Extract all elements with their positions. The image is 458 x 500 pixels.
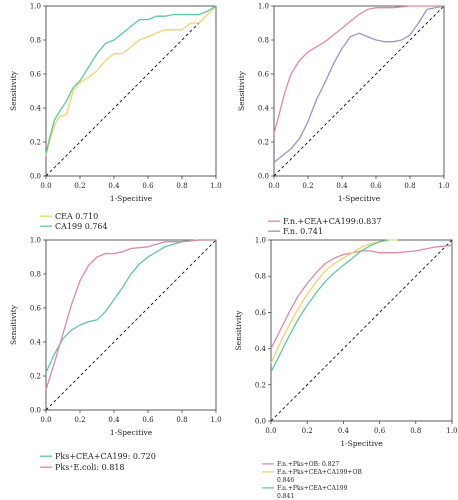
y-tick-label: 0.4 bbox=[255, 345, 267, 353]
roc-curve-2 bbox=[273, 5, 445, 163]
y-axis-label: Sensitivity bbox=[9, 70, 18, 111]
roc-panel-1: 0.00.0 0.2 0.2 0.4 0.4 0.6 0.6 0.8 0.8 1.0 1.0 1-Sp… bbox=[9, 3, 222, 232]
x-tick-label: 0.6 bbox=[142, 182, 154, 190]
x-tick-label: 1.0 bbox=[210, 182, 221, 190]
y-tick-label: 0.6 bbox=[258, 71, 270, 79]
y-tick-label: 0.0 bbox=[258, 173, 269, 181]
y-tick-label: 0.4 bbox=[30, 105, 42, 113]
y-tick-label: 0.8 bbox=[255, 273, 266, 281]
plot-frame bbox=[273, 5, 445, 177]
x-tick-label: 1.0 bbox=[438, 182, 449, 190]
y-tick-label: 0.8 bbox=[30, 37, 41, 45]
reference-diagonal bbox=[273, 5, 445, 177]
y-tick-label: 0.8 bbox=[30, 271, 41, 279]
plot-frame bbox=[270, 239, 453, 422]
roc-panel-4: 0.00.0 0.2 0.2 0.4 0.4 0.6 0.6 0.8 0.8 1.0 1.0 1-Sp… bbox=[234, 237, 458, 500]
legend-label: 0.841 bbox=[277, 493, 294, 500]
y-tick-label: 0.6 bbox=[30, 71, 42, 79]
y-tick-label: 0.2 bbox=[258, 139, 269, 147]
y-tick-label: 1.0 bbox=[30, 3, 41, 11]
x-axis-label: 1-Specitive bbox=[340, 439, 383, 448]
roc-curve-2 bbox=[45, 5, 217, 155]
x-tick-label: 0.4 bbox=[336, 182, 348, 190]
y-axis-label: Sensitivity bbox=[9, 304, 18, 345]
y-axis-label: Sensitivity bbox=[237, 70, 246, 111]
plot-frame bbox=[45, 239, 217, 411]
reference-diagonal bbox=[270, 239, 453, 422]
legend-label: CEA 0.710 bbox=[55, 212, 98, 221]
reference-diagonal bbox=[45, 239, 217, 411]
y-tick-label: 0.6 bbox=[30, 305, 42, 313]
y-tick-label: 0.2 bbox=[255, 381, 266, 389]
reference-diagonal bbox=[45, 5, 217, 177]
roc-curve-1 bbox=[270, 244, 453, 349]
roc-panel-2: 0.00.0 0.2 0.2 0.4 0.4 0.6 0.6 0.8 0.8 1.0 1.0 1-Sp… bbox=[237, 3, 450, 237]
x-tick-label: 0.2 bbox=[74, 182, 85, 190]
x-tick-label: 0.2 bbox=[302, 182, 313, 190]
x-tick-label: 0.2 bbox=[302, 427, 313, 435]
y-tick-label: 0.6 bbox=[255, 309, 267, 317]
roc-curve-1 bbox=[45, 5, 217, 156]
legend-label: Pks+CEA+CA199: 0.720 bbox=[55, 452, 156, 461]
y-tick-label: 0.0 bbox=[30, 407, 41, 415]
x-tick-label: 0.4 bbox=[108, 182, 120, 190]
legend-label: Pks⁺E.coli: 0.818 bbox=[55, 463, 125, 472]
x-tick-label: 0.0 bbox=[40, 416, 51, 424]
roc-curve-3 bbox=[270, 239, 389, 373]
legend-label: 0.846 bbox=[277, 477, 294, 484]
y-tick-label: 0.4 bbox=[30, 339, 42, 347]
legend-label: F.n.+Pks+OB: 0.827 bbox=[277, 461, 339, 468]
y-tick-label: 0.4 bbox=[258, 105, 270, 113]
x-tick-label: 0.6 bbox=[370, 182, 382, 190]
x-tick-label: 0.2 bbox=[74, 416, 85, 424]
y-tick-label: 0.2 bbox=[30, 373, 41, 381]
x-tick-label: 0.8 bbox=[404, 182, 415, 190]
y-axis-label: Sensitivity bbox=[234, 310, 243, 351]
legend-label: F.n.+Pks+CEA+CA199+OB bbox=[277, 469, 362, 476]
x-tick-label: 0.4 bbox=[108, 416, 120, 424]
x-axis-label: 1-Specitive bbox=[338, 194, 381, 203]
y-tick-label: 0.0 bbox=[255, 418, 266, 426]
x-tick-label: 0.0 bbox=[268, 182, 279, 190]
x-tick-label: 0.6 bbox=[142, 416, 154, 424]
y-tick-label: 1.0 bbox=[30, 237, 41, 245]
x-axis-label: 1-Specitive bbox=[110, 428, 153, 437]
legend-label: F.n. 0.741 bbox=[283, 227, 323, 236]
roc-curve-1 bbox=[273, 5, 444, 134]
x-tick-label: 0.6 bbox=[374, 427, 386, 435]
plot-frame bbox=[45, 5, 217, 177]
x-tick-label: 1.0 bbox=[210, 416, 221, 424]
y-tick-label: 1.0 bbox=[255, 237, 266, 245]
x-axis-label: 1-Specitive bbox=[110, 194, 153, 203]
x-tick-label: 0.8 bbox=[176, 182, 187, 190]
x-tick-label: 0.0 bbox=[40, 182, 51, 190]
x-tick-label: 0.0 bbox=[265, 427, 276, 435]
legend-label: CA199 0.764 bbox=[55, 222, 108, 231]
y-tick-label: 0.8 bbox=[258, 37, 269, 45]
roc-curve-1 bbox=[45, 239, 216, 373]
y-tick-label: 0.0 bbox=[30, 173, 41, 181]
x-tick-label: 0.4 bbox=[338, 427, 350, 435]
x-tick-label: 1.0 bbox=[446, 427, 457, 435]
y-tick-label: 0.2 bbox=[30, 139, 41, 147]
x-tick-label: 0.8 bbox=[410, 427, 421, 435]
legend: F.n.+Pks+OB: 0.827F.n.+Pks+CEA+CA199+OB0… bbox=[262, 461, 362, 500]
roc-panel-3: 0.00.0 0.2 0.2 0.4 0.4 0.6 0.6 0.8 0.8 1.0 1.0 1-Sp… bbox=[9, 237, 222, 473]
legend-label: F.n.+CEA+CA199:0.837 bbox=[283, 217, 381, 226]
roc-curve-2 bbox=[45, 239, 216, 390]
legend: Pks+CEA+CA199: 0.720 Pks⁺E.coli: 0.818 bbox=[40, 452, 156, 472]
y-tick-label: 1.0 bbox=[258, 3, 269, 11]
legend-label: F.n.+Pks+CEA+CA199 bbox=[277, 485, 348, 492]
x-tick-label: 0.8 bbox=[176, 416, 187, 424]
